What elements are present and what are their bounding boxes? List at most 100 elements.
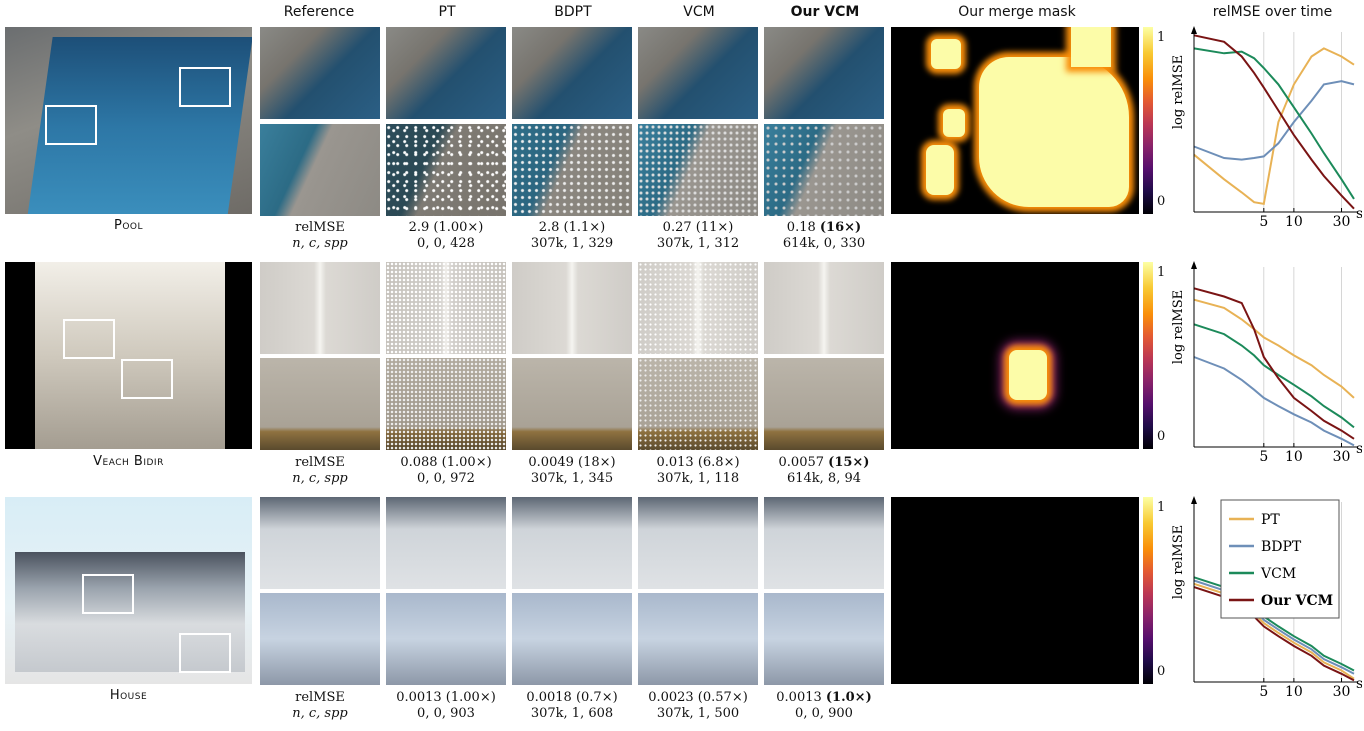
series-line-our-vcm bbox=[1193, 34, 1355, 210]
series-line-vcm bbox=[1193, 323, 1355, 429]
chart-legend: PT BDPT VCM Our VCM bbox=[1220, 499, 1340, 619]
crop-pt bbox=[386, 497, 506, 589]
stat-params: 614k, 8, 94 bbox=[786, 471, 862, 486]
y-axis-arrow bbox=[1191, 26, 1197, 34]
crop-ourvcm bbox=[764, 593, 884, 685]
stats-ourvcm: 0.0057 (15×) 614k, 8, 94 bbox=[762, 455, 886, 487]
header-vcm: VCM bbox=[683, 4, 715, 20]
stat-params: 0, 0, 903 bbox=[417, 706, 475, 721]
mask-region bbox=[1071, 27, 1111, 67]
stat-params: 614k, 0, 330 bbox=[782, 236, 866, 251]
colorbar-min: 0 bbox=[1157, 429, 1166, 444]
crop-vcm bbox=[638, 497, 758, 589]
legend-box bbox=[1220, 499, 1340, 619]
stats-ourvcm: 0.18 (16×) 614k, 0, 330 bbox=[762, 220, 886, 252]
stat-relmse: 0.0049 (18×) bbox=[528, 455, 616, 470]
crop-pt bbox=[386, 593, 506, 685]
crop-pt bbox=[386, 262, 506, 354]
stat-label-params: n, c, spp bbox=[292, 236, 348, 251]
crop-bdpt bbox=[512, 593, 632, 685]
stat-label-params: n, c, spp bbox=[292, 706, 348, 721]
stat-params: 0, 0, 428 bbox=[417, 236, 475, 251]
stats-pt: 2.9 (1.00×) 0, 0, 428 bbox=[384, 220, 508, 252]
merge-mask-house bbox=[891, 497, 1139, 684]
stat-params: 307k, 1, 608 bbox=[530, 706, 614, 721]
relmse-chart-veach-bidir: log relMSE 5 10 30 s bbox=[1171, 261, 1362, 465]
colorbar-max: 1 bbox=[1157, 265, 1166, 280]
colorbar-min: 0 bbox=[1157, 194, 1166, 209]
mask-region bbox=[943, 109, 965, 137]
header-ourvcm: Our VCM bbox=[790, 4, 860, 20]
y-axis-label: log relMSE bbox=[1171, 55, 1186, 129]
mask-region bbox=[1009, 350, 1047, 400]
x-tick-label: 30 bbox=[1333, 214, 1351, 230]
legend-label: VCM bbox=[1260, 566, 1296, 582]
scene-thumbnail-veach-bidir bbox=[5, 262, 252, 449]
x-tick-label: 30 bbox=[1333, 684, 1351, 700]
series-line-pt bbox=[1193, 298, 1355, 399]
stat-label-params: n, c, spp bbox=[292, 471, 348, 486]
x-tick-label: 10 bbox=[1285, 214, 1303, 230]
scene-label-house: House bbox=[109, 688, 148, 703]
stats-bdpt: 2.8 (1.1×) 307k, 1, 329 bbox=[510, 220, 634, 252]
stat-relmse: 0.013 (6.8×) bbox=[656, 455, 740, 470]
stat-params: 307k, 1, 312 bbox=[656, 236, 740, 251]
x-axis-unit: s bbox=[1356, 441, 1362, 457]
header-merge-mask: Our merge mask bbox=[958, 4, 1076, 20]
stat-relmse: 0.27 (11×) bbox=[662, 220, 734, 235]
room bbox=[35, 262, 225, 449]
stats-labels: relMSE n, c, spp bbox=[258, 220, 382, 252]
scene-label-pool: Pool bbox=[113, 218, 144, 233]
mask-region bbox=[926, 145, 954, 195]
header-bdpt: BDPT bbox=[554, 4, 592, 20]
crop-vcm bbox=[638, 358, 758, 450]
crop-ourvcm bbox=[764, 27, 884, 119]
series-line-pt bbox=[1193, 47, 1355, 205]
stat-params: 307k, 1, 329 bbox=[530, 236, 614, 251]
y-axis-arrow bbox=[1191, 261, 1197, 269]
stat-label-relmse: relMSE bbox=[295, 690, 345, 705]
stats-vcm: 0.0023 (0.57×) 307k, 1, 500 bbox=[636, 690, 760, 722]
stat-label-relmse: relMSE bbox=[295, 455, 345, 470]
stat-relmse: 0.0013 (1.00×) bbox=[396, 690, 496, 705]
stats-bdpt: 0.0049 (18×) 307k, 1, 345 bbox=[510, 455, 634, 487]
x-tick-label: 5 bbox=[1259, 214, 1268, 230]
x-tick-label: 10 bbox=[1285, 449, 1303, 465]
crop-box bbox=[82, 574, 134, 614]
relmse-chart-house: log relMSE 5 10 30 s PT BDPT VCM Our VCM bbox=[1171, 496, 1362, 700]
crop-reference bbox=[260, 124, 380, 216]
series-line-our-vcm bbox=[1193, 287, 1355, 440]
crop-ourvcm bbox=[764, 124, 884, 216]
y-axis-label: log relMSE bbox=[1171, 290, 1186, 364]
crop-bdpt bbox=[512, 262, 632, 354]
stats-vcm: 0.27 (11×) 307k, 1, 312 bbox=[636, 220, 760, 252]
x-tick-label: 5 bbox=[1259, 684, 1268, 700]
series-line-vcm bbox=[1193, 47, 1355, 200]
crop-vcm bbox=[638, 593, 758, 685]
series-line-bdpt bbox=[1193, 356, 1355, 447]
mask-region bbox=[931, 39, 961, 69]
crop-bdpt bbox=[512, 124, 632, 216]
stat-params: 0, 0, 900 bbox=[795, 706, 853, 721]
x-tick-label: 5 bbox=[1259, 449, 1268, 465]
crop-reference bbox=[260, 497, 380, 589]
legend-label: Our VCM bbox=[1261, 593, 1333, 609]
x-tick-label: 30 bbox=[1333, 449, 1351, 465]
colorbar bbox=[1143, 497, 1153, 684]
legend-label: BDPT bbox=[1261, 539, 1302, 555]
crop-vcm bbox=[638, 27, 758, 119]
colorbar-max: 1 bbox=[1157, 30, 1166, 45]
stat-params: 0, 0, 972 bbox=[417, 471, 475, 486]
colorbar-min: 0 bbox=[1157, 664, 1166, 679]
crop-bdpt bbox=[512, 27, 632, 119]
legend-label: PT bbox=[1261, 512, 1280, 528]
crop-reference bbox=[260, 593, 380, 685]
crop-ourvcm bbox=[764, 497, 884, 589]
crop-vcm bbox=[638, 124, 758, 216]
stats-pt: 0.088 (1.00×) 0, 0, 972 bbox=[384, 455, 508, 487]
crop-pt bbox=[386, 27, 506, 119]
crop-bdpt bbox=[512, 358, 632, 450]
series-line-bdpt bbox=[1193, 80, 1355, 161]
scene-thumbnail-pool bbox=[5, 27, 252, 214]
crop-ourvcm bbox=[764, 358, 884, 450]
